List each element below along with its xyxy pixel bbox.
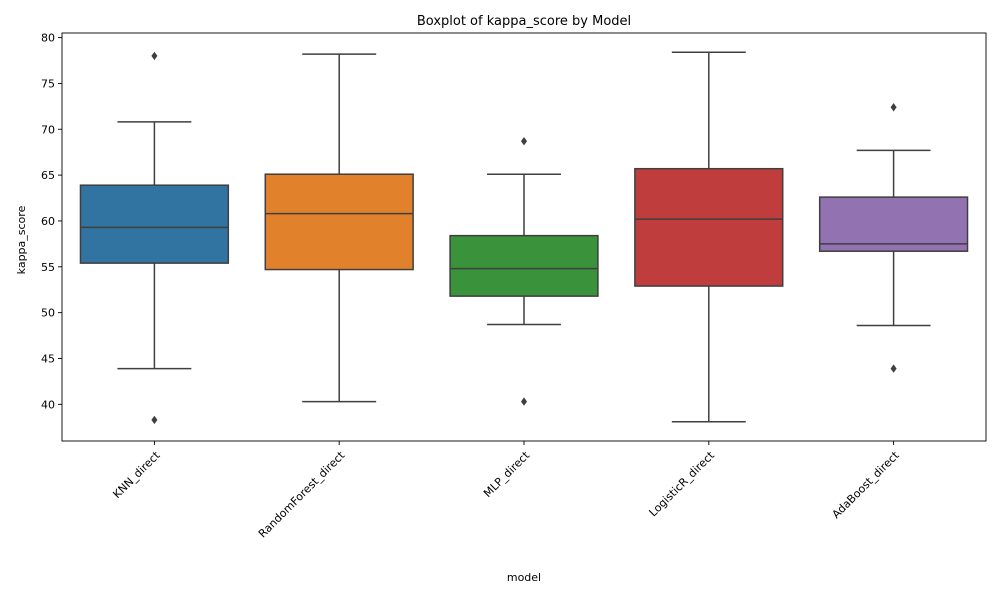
outlier-point [520,397,528,406]
box-group [634,51,784,423]
outlier-point [520,136,528,146]
box-iqr [79,184,230,264]
y-tick-label: 60 [41,215,55,228]
outlier-point [890,364,897,373]
box-iqr [818,196,969,252]
x-tick-label: KNN_direct [110,448,163,501]
box-iqr [449,234,599,297]
chart-title: Boxplot of kappa_score by Model [417,14,631,29]
y-tick-label: 50 [41,307,55,320]
y-tick-label: 40 [41,398,55,411]
outlier-point [151,415,158,425]
y-tick-label: 65 [41,169,55,182]
y-tick-label: 55 [41,261,55,274]
box-iqr [634,167,784,287]
y-tick-label: 80 [41,32,55,45]
x-tick-label: AdaBoost_direct [830,448,903,521]
x-tick-label: RandomForest_direct [256,448,348,540]
y-axis: 40 45 50 55 60 65 70 75 80 [41,32,62,411]
outlier-point [151,51,158,61]
x-axis: KNN_direct RandomForest_direct MLP_direct L… [110,441,902,540]
box-group [264,53,414,403]
y-tick-label: 45 [41,352,55,365]
y-tick-label: 75 [41,77,55,90]
y-axis-label: kappa_score [15,205,28,274]
x-tick-label: MLP_direct [481,448,533,500]
x-tick-label: LogisticR_direct [647,448,718,519]
outlier-point [890,103,897,112]
box-group [818,103,969,373]
box-iqr [264,173,414,271]
y-tick-label: 70 [41,123,55,136]
plot-area [61,32,987,442]
box-group [449,136,599,406]
x-axis-label: model [507,571,541,584]
box-group [79,51,230,425]
